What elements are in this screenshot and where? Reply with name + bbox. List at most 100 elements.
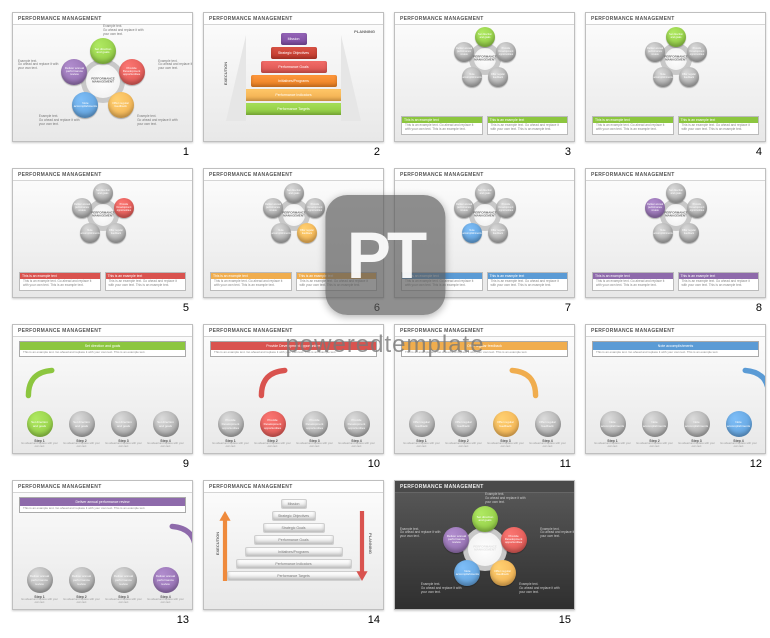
banner: Deliver annual performance reviewThis is… [19, 497, 186, 513]
slide-2: PERFORMANCE MANAGEMENTMissionStrategic O… [203, 12, 384, 158]
cycle-center-label: PERFORMANCE MANAGEMENT [473, 56, 497, 63]
cycle-node-offer: Offer regular feedback [679, 67, 699, 87]
cycle-node-set: Set direction and goals [472, 506, 498, 532]
cycle-node-offer: Offer regular feedback [106, 223, 126, 243]
curved-arrow-icon [505, 365, 541, 401]
step: Deliver annual performance reviewStep 1G… [19, 567, 60, 603]
step: Note accomplishmentsStep 1Go ahead and r… [592, 411, 633, 447]
infobox-body: This is an example text. Go ahead and re… [596, 124, 670, 132]
slide-3: PERFORMANCE MANAGEMENT PERFORMANCE MANAGE… [394, 12, 575, 158]
cycle-example-text: Example text. Go ahead and replace it wi… [18, 60, 59, 72]
infobox: This is an example textThis is an exampl… [210, 272, 292, 291]
cycle-node-provide: Provide Development opportunities [687, 42, 707, 62]
cycle-node-set: Set direction and goals [666, 183, 686, 203]
step-desc: Go ahead and replace with your own text [103, 443, 144, 448]
infobox-body: This is an example text. Go ahead and re… [491, 124, 565, 132]
step-desc: Go ahead and replace with your own text [145, 599, 186, 604]
pyramid-row-3: Initiatives/Programs [251, 75, 337, 87]
step: Note accomplishmentsStep 2Go ahead and r… [634, 411, 675, 447]
slide-number: 9 [183, 456, 193, 470]
pyramid-row-0: Mission [281, 33, 307, 45]
curved-arrow-icon [738, 365, 766, 401]
step-bubble: Offer regular feedback [409, 411, 435, 437]
step: Set direction and goalsStep 2Go ahead an… [61, 411, 102, 447]
infobox: This is an example textThis is an exampl… [296, 272, 378, 291]
infobox-body: This is an example text. Go ahead and re… [405, 124, 479, 132]
cycle-node-note: Note accomplishments [653, 67, 673, 87]
step-bubble: Offer regular feedback [535, 411, 561, 437]
step-desc: Go ahead and replace with your own text [294, 443, 335, 448]
step-bubble: Deliver annual performance review [69, 567, 95, 593]
slide-8: PERFORMANCE MANAGEMENTPERFORMANCE MANAGE… [585, 168, 766, 314]
step-desc: Go ahead and replace with your own text [676, 443, 717, 448]
cycle-node-provide: Provide Development opportunities [496, 198, 516, 218]
infobox-body: This is an example text. Go ahead and re… [109, 280, 183, 288]
infobox-body: This is an example text. Go ahead and re… [214, 280, 288, 288]
cycle-example-text: Example text. Go ahead and replace it wi… [400, 528, 441, 540]
slide-title: PERFORMANCE MANAGEMENT [204, 481, 383, 493]
slide-number: 13 [177, 612, 193, 626]
slide-15: PERFORMANCE MANAGEMENTPERFORMANCE MANAGE… [394, 480, 575, 626]
step: Provide Development opportunitiesStep 3G… [294, 411, 335, 447]
infobox-row: This is an example textThis is an exampl… [401, 116, 568, 135]
infobox-row: This is an example textThis is an exampl… [19, 272, 186, 291]
step-bubble: Provide Development opportunities [344, 411, 370, 437]
step: Set direction and goalsStep 3Go ahead an… [103, 411, 144, 447]
slide-11: PERFORMANCE MANAGEMENTOffer regular feed… [394, 324, 575, 470]
slide-number: 15 [559, 612, 575, 626]
slide-10: PERFORMANCE MANAGEMENTProvide Developmen… [203, 324, 384, 470]
slide-title: PERFORMANCE MANAGEMENT [586, 169, 765, 181]
slide-title: PERFORMANCE MANAGEMENT [13, 481, 192, 493]
infobox-row: This is an example textThis is an exampl… [592, 116, 759, 135]
banner-sub: This is an example text. Go ahead and re… [20, 350, 185, 355]
slide-number: 4 [756, 144, 766, 158]
step: Offer regular feedbackStep 1Go ahead and… [401, 411, 442, 447]
step-desc: Go ahead and replace with your own text [210, 443, 251, 448]
step: Set direction and goalsStep 4Go ahead an… [145, 411, 186, 447]
pyramid2-right-label: PLANNING [368, 533, 373, 554]
step: Deliver annual performance reviewStep 3G… [103, 567, 144, 603]
cycle-node-provide: Provide Development opportunities [305, 198, 325, 218]
cycle-node-provide: Provide Development opportunities [114, 198, 134, 218]
infobox-body: This is an example text. Go ahead and re… [682, 280, 756, 288]
cycle-node-note: Note accomplishments [271, 223, 291, 243]
slide-grid: PERFORMANCE MANAGEMENT PERFORMANCE MANAGE… [0, 0, 770, 638]
infobox: This is an example textThis is an exampl… [105, 272, 187, 291]
cycle-node-note: Note accomplishments [72, 92, 98, 118]
pyramid2-row-1: Strategic Objectives [272, 511, 316, 521]
infobox-body: This is an example text. Go ahead and re… [23, 280, 97, 288]
infobox: This is an example textThis is an exampl… [592, 272, 674, 291]
cycle-node-note: Note accomplishments [653, 223, 673, 243]
step-bubble: Deliver annual performance review [153, 567, 179, 593]
pyramid2-left-label: EXECUTION [215, 532, 220, 555]
step-desc: Go ahead and replace with your own text [443, 443, 484, 448]
banner-bar: Deliver annual performance review [20, 498, 185, 506]
arrow-down-icon [355, 501, 369, 591]
cycle-center-label: PERFORMANCE MANAGEMENT [473, 212, 497, 219]
step-desc: Go ahead and replace with your own text [61, 599, 102, 604]
cycle-node-set: Set direction and goals [475, 27, 495, 47]
slide-title: PERFORMANCE MANAGEMENT [395, 13, 574, 25]
cycle-center-label: PERFORMANCE MANAGEMENT [91, 78, 115, 85]
cycle-node-offer: Offer regular feedback [490, 560, 516, 586]
cycle-example-text: Example text. Go ahead and replace it wi… [39, 115, 80, 127]
infobox-body: This is an example text. Go ahead and re… [405, 280, 479, 288]
step-desc: Go ahead and replace with your own text [19, 599, 60, 604]
step-desc: Go ahead and replace with your own text [592, 443, 633, 448]
slide-title: PERFORMANCE MANAGEMENT [586, 13, 765, 25]
pyramid2-row-5: Performance Indicators [236, 559, 352, 569]
step-desc: Go ahead and replace with your own text [252, 443, 293, 448]
cycle-node-provide: Provide Development opportunities [687, 198, 707, 218]
step-row: Deliver annual performance reviewStep 1G… [19, 567, 186, 603]
infobox: This is an example textThis is an exampl… [678, 116, 760, 135]
banner-sub: This is an example text. Go ahead and re… [593, 350, 758, 355]
cycle-node-set: Set direction and goals [475, 183, 495, 203]
step-desc: Go ahead and replace with your own text [61, 443, 102, 448]
step: Provide Development opportunitiesStep 4G… [336, 411, 377, 447]
infobox-body: This is an example text. Go ahead and re… [300, 280, 374, 288]
pyramid-row-1: Strategic Objectives [271, 47, 317, 59]
cycle-center-label: PERFORMANCE MANAGEMENT [473, 546, 497, 553]
banner: Provide Development opportunitiesThis is… [210, 341, 377, 357]
step-bubble: Note accomplishments [684, 411, 710, 437]
step: Note accomplishmentsStep 3Go ahead and r… [676, 411, 717, 447]
